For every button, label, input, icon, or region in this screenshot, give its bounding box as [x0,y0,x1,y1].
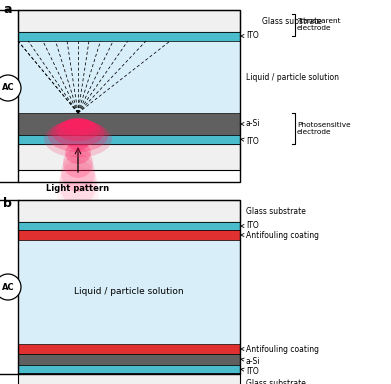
Bar [18,354,240,365]
Ellipse shape [64,118,92,130]
Bar [18,144,240,170]
Text: Light pattern: Light pattern [47,184,109,193]
Bar [18,230,240,240]
Ellipse shape [48,120,108,152]
Text: a: a [3,3,11,16]
Bar [18,344,240,354]
Text: ITO: ITO [240,31,259,40]
Bar [18,135,240,144]
Ellipse shape [44,121,112,157]
Ellipse shape [59,160,97,206]
Text: ITO: ITO [240,222,259,230]
Circle shape [0,274,21,300]
Text: AC: AC [2,83,14,93]
Ellipse shape [61,154,95,192]
Ellipse shape [65,142,91,164]
Text: Glass substrate: Glass substrate [246,207,306,215]
Bar [18,240,240,344]
Text: ITO: ITO [240,366,259,376]
Text: Glass substrate: Glass substrate [246,379,306,384]
Text: a-Si: a-Si [240,356,260,366]
Text: AC: AC [2,283,14,291]
Text: Glass substrate: Glass substrate [262,17,322,25]
Text: Transparent
electrode: Transparent electrode [297,18,341,31]
Bar [18,113,240,135]
Bar [18,222,240,230]
Text: Liquid / particle solution: Liquid / particle solution [246,73,339,81]
Ellipse shape [63,148,93,178]
Ellipse shape [56,119,100,141]
Bar [18,200,240,374]
Text: Liquid / particle solution: Liquid / particle solution [74,288,184,296]
Bar [18,10,240,32]
Text: Photosensitive
electrode: Photosensitive electrode [297,122,351,135]
Bar [18,200,240,222]
Bar [18,41,240,113]
Bar [18,365,240,373]
Ellipse shape [52,119,104,147]
Text: ITO: ITO [240,136,259,146]
Text: Antifouling coating: Antifouling coating [240,344,319,354]
Ellipse shape [60,119,96,136]
Circle shape [0,75,21,101]
Text: Antifouling coating: Antifouling coating [240,230,319,240]
Ellipse shape [67,136,89,150]
Bar [18,32,240,41]
Bar [18,373,240,384]
Text: a-Si: a-Si [240,119,260,129]
Text: b: b [3,197,12,210]
Bar [18,10,240,182]
